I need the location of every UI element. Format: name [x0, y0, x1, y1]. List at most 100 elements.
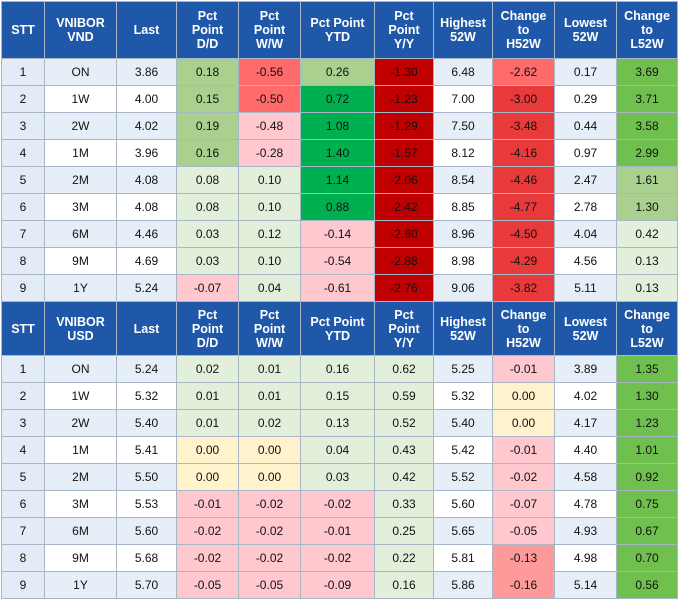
lowest-52w-cell: 0.97: [554, 139, 617, 167]
tenor-cell: 1Y: [44, 274, 117, 302]
lowest-52w-cell: 4.58: [554, 463, 617, 491]
pct-dd-cell: 0.15: [176, 85, 239, 113]
change-h52w-cell: 0.00: [492, 409, 555, 437]
change-l52w-cell: 3.69: [616, 58, 678, 86]
change-h52w-cell: -4.29: [492, 247, 555, 275]
table-row: 4 1M 3.96 0.16 -0.28 1.40 -1.57 8.12 -4.16 0.97 2.…: [1, 139, 678, 167]
lowest-52w-cell: 0.44: [554, 112, 617, 140]
change-l52w-cell: 1.01: [616, 436, 678, 464]
pct-ytd-cell: 0.13: [300, 409, 375, 437]
header-change-l52w: Change to L52W: [616, 301, 678, 356]
last-cell: 4.00: [116, 85, 177, 113]
highest-52w-cell: 8.98: [433, 247, 493, 275]
tenor-cell: 1M: [44, 139, 117, 167]
header-highest-52w: Highest 52W: [433, 301, 493, 356]
last-cell: 5.24: [116, 274, 177, 302]
pct-yy-cell: -1.23: [374, 85, 434, 113]
table-row: 7 6M 4.46 0.03 0.12 -0.14 -2.80 8.96 -4.50 4.04 0.…: [1, 220, 678, 248]
stt-cell: 8: [1, 247, 45, 275]
lowest-52w-cell: 4.04: [554, 220, 617, 248]
pct-ww-cell: -0.02: [238, 517, 301, 545]
stt-cell: 7: [1, 220, 45, 248]
highest-52w-cell: 7.00: [433, 85, 493, 113]
last-cell: 5.24: [116, 355, 177, 383]
header-highest-52w: Highest 52W: [433, 1, 493, 59]
change-l52w-cell: 0.42: [616, 220, 678, 248]
pct-ytd-cell: 0.15: [300, 382, 375, 410]
header-pct-dd: Pct Point D/D: [176, 1, 239, 59]
pct-yy-cell: 0.59: [374, 382, 434, 410]
lowest-52w-cell: 0.29: [554, 85, 617, 113]
header-pct-ww: Pct Point W/W: [238, 301, 301, 356]
tenor-cell: 2M: [44, 463, 117, 491]
header-last: Last: [116, 1, 177, 59]
stt-cell: 6: [1, 193, 45, 221]
header-pct-dd: Pct Point D/D: [176, 301, 239, 356]
table-row: 5 2M 5.50 0.00 0.00 0.03 0.42 5.52 -0.02 4.58 0.92: [1, 463, 678, 491]
pct-dd-cell: -0.02: [176, 544, 239, 572]
header-change-h52w: Change to H52W: [492, 1, 555, 59]
change-h52w-cell: -4.77: [492, 193, 555, 221]
change-h52w-cell: -0.01: [492, 355, 555, 383]
pct-ytd-cell: 0.16: [300, 355, 375, 383]
pct-ww-cell: -0.56: [238, 58, 301, 86]
pct-ww-cell: 0.04: [238, 274, 301, 302]
pct-yy-cell: -1.30: [374, 58, 434, 86]
header-stt: STT: [1, 1, 45, 59]
lowest-52w-cell: 0.17: [554, 58, 617, 86]
table-row: 7 6M 5.60 -0.02 -0.02 -0.01 0.25 5.65 -0.05 4.93 0…: [1, 517, 678, 545]
pct-dd-cell: -0.02: [176, 517, 239, 545]
table-row: 2 1W 4.00 0.15 -0.50 0.72 -1.23 7.00 -3.00 0.29 3.…: [1, 85, 678, 113]
vnd-header-row: STT VNIBOR VND Last Pct Point D/D Pct Point W/W Pc…: [1, 1, 678, 59]
table-row: 6 3M 5.53 -0.01 -0.02 -0.02 0.33 5.60 -0.07 4.78 0…: [1, 490, 678, 518]
pct-yy-cell: -2.06: [374, 166, 434, 194]
pct-yy-cell: 0.62: [374, 355, 434, 383]
pct-ytd-cell: 0.04: [300, 436, 375, 464]
last-cell: 3.86: [116, 58, 177, 86]
pct-ww-cell: 0.12: [238, 220, 301, 248]
highest-52w-cell: 8.96: [433, 220, 493, 248]
change-l52w-cell: 0.92: [616, 463, 678, 491]
tenor-cell: 6M: [44, 220, 117, 248]
highest-52w-cell: 9.06: [433, 274, 493, 302]
usd-header-row: STT VNIBOR USD Last Pct Point D/D Pct Point W/W Pc…: [1, 301, 678, 356]
tenor-cell: 1W: [44, 382, 117, 410]
pct-ytd-cell: 1.40: [300, 139, 375, 167]
pct-ww-cell: 0.01: [238, 355, 301, 383]
pct-yy-cell: 0.43: [374, 436, 434, 464]
table-row: 8 9M 4.69 0.03 0.10 -0.54 -2.88 8.98 -4.29 4.56 0.…: [1, 247, 678, 275]
pct-dd-cell: 0.01: [176, 409, 239, 437]
stt-cell: 1: [1, 355, 45, 383]
pct-yy-cell: -2.88: [374, 247, 434, 275]
table-row: 6 3M 4.08 0.08 0.10 0.88 -2.42 8.85 -4.77 2.78 1.3…: [1, 193, 678, 221]
stt-cell: 5: [1, 463, 45, 491]
highest-52w-cell: 5.40: [433, 409, 493, 437]
header-lowest-52w: Lowest 52W: [554, 1, 617, 59]
tenor-cell: 1W: [44, 85, 117, 113]
header-pct-yy: Pct Point Y/Y: [374, 1, 434, 59]
last-cell: 3.96: [116, 139, 177, 167]
change-l52w-cell: 2.99: [616, 139, 678, 167]
pct-ytd-cell: 1.08: [300, 112, 375, 140]
last-cell: 5.68: [116, 544, 177, 572]
tenor-cell: 9M: [44, 544, 117, 572]
tenor-cell: 2M: [44, 166, 117, 194]
pct-ww-cell: -0.48: [238, 112, 301, 140]
table-row: 3 2W 5.40 0.01 0.02 0.13 0.52 5.40 0.00 4.17 1.23: [1, 409, 678, 437]
lowest-52w-cell: 4.93: [554, 517, 617, 545]
stt-cell: 2: [1, 382, 45, 410]
pct-ytd-cell: 0.03: [300, 463, 375, 491]
pct-dd-cell: 0.19: [176, 112, 239, 140]
pct-dd-cell: 0.18: [176, 58, 239, 86]
lowest-52w-cell: 4.98: [554, 544, 617, 572]
change-h52w-cell: -3.48: [492, 112, 555, 140]
pct-yy-cell: 0.25: [374, 517, 434, 545]
pct-dd-cell: -0.07: [176, 274, 239, 302]
tenor-cell: 9M: [44, 247, 117, 275]
change-l52w-cell: 1.23: [616, 409, 678, 437]
pct-dd-cell: -0.01: [176, 490, 239, 518]
pct-dd-cell: 0.00: [176, 463, 239, 491]
pct-dd-cell: 0.00: [176, 436, 239, 464]
highest-52w-cell: 5.32: [433, 382, 493, 410]
